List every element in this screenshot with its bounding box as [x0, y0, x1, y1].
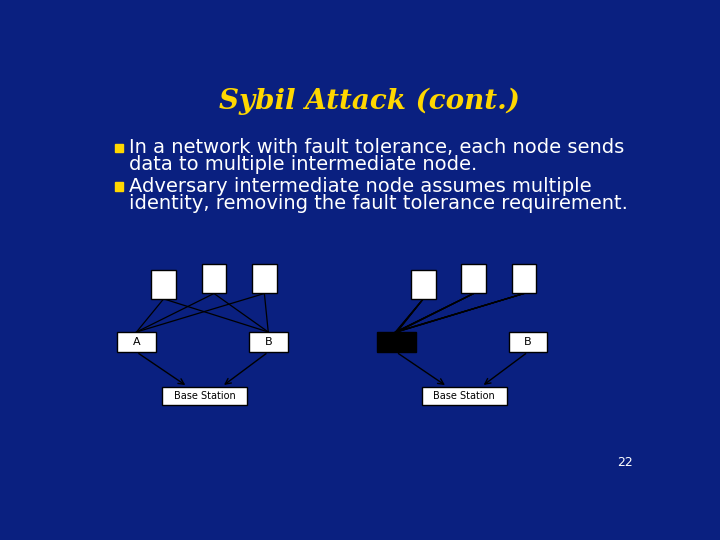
- Text: In a network with fault tolerance, each node sends: In a network with fault tolerance, each …: [129, 138, 624, 158]
- Bar: [462, 264, 486, 294]
- Text: B: B: [264, 337, 272, 347]
- Bar: [377, 332, 415, 352]
- Text: Sybil Attack (cont.): Sybil Attack (cont.): [219, 87, 519, 114]
- Bar: [162, 387, 248, 405]
- Bar: [411, 269, 436, 299]
- Bar: [114, 182, 123, 191]
- Bar: [512, 264, 536, 294]
- Bar: [117, 332, 156, 352]
- Bar: [508, 332, 547, 352]
- Text: Base Station: Base Station: [174, 391, 235, 401]
- Text: A: A: [132, 337, 140, 347]
- Bar: [151, 269, 176, 299]
- Text: 22: 22: [617, 456, 632, 469]
- Bar: [252, 264, 276, 294]
- Bar: [422, 387, 507, 405]
- Text: B: B: [524, 337, 531, 347]
- Bar: [202, 264, 226, 294]
- Text: Adversary intermediate node assumes multiple: Adversary intermediate node assumes mult…: [129, 177, 591, 196]
- Text: data to multiple intermediate node.: data to multiple intermediate node.: [129, 156, 477, 174]
- Text: identity, removing the fault tolerance requirement.: identity, removing the fault tolerance r…: [129, 194, 628, 213]
- Bar: [249, 332, 287, 352]
- Bar: [114, 144, 123, 152]
- Text: Base Station: Base Station: [433, 391, 495, 401]
